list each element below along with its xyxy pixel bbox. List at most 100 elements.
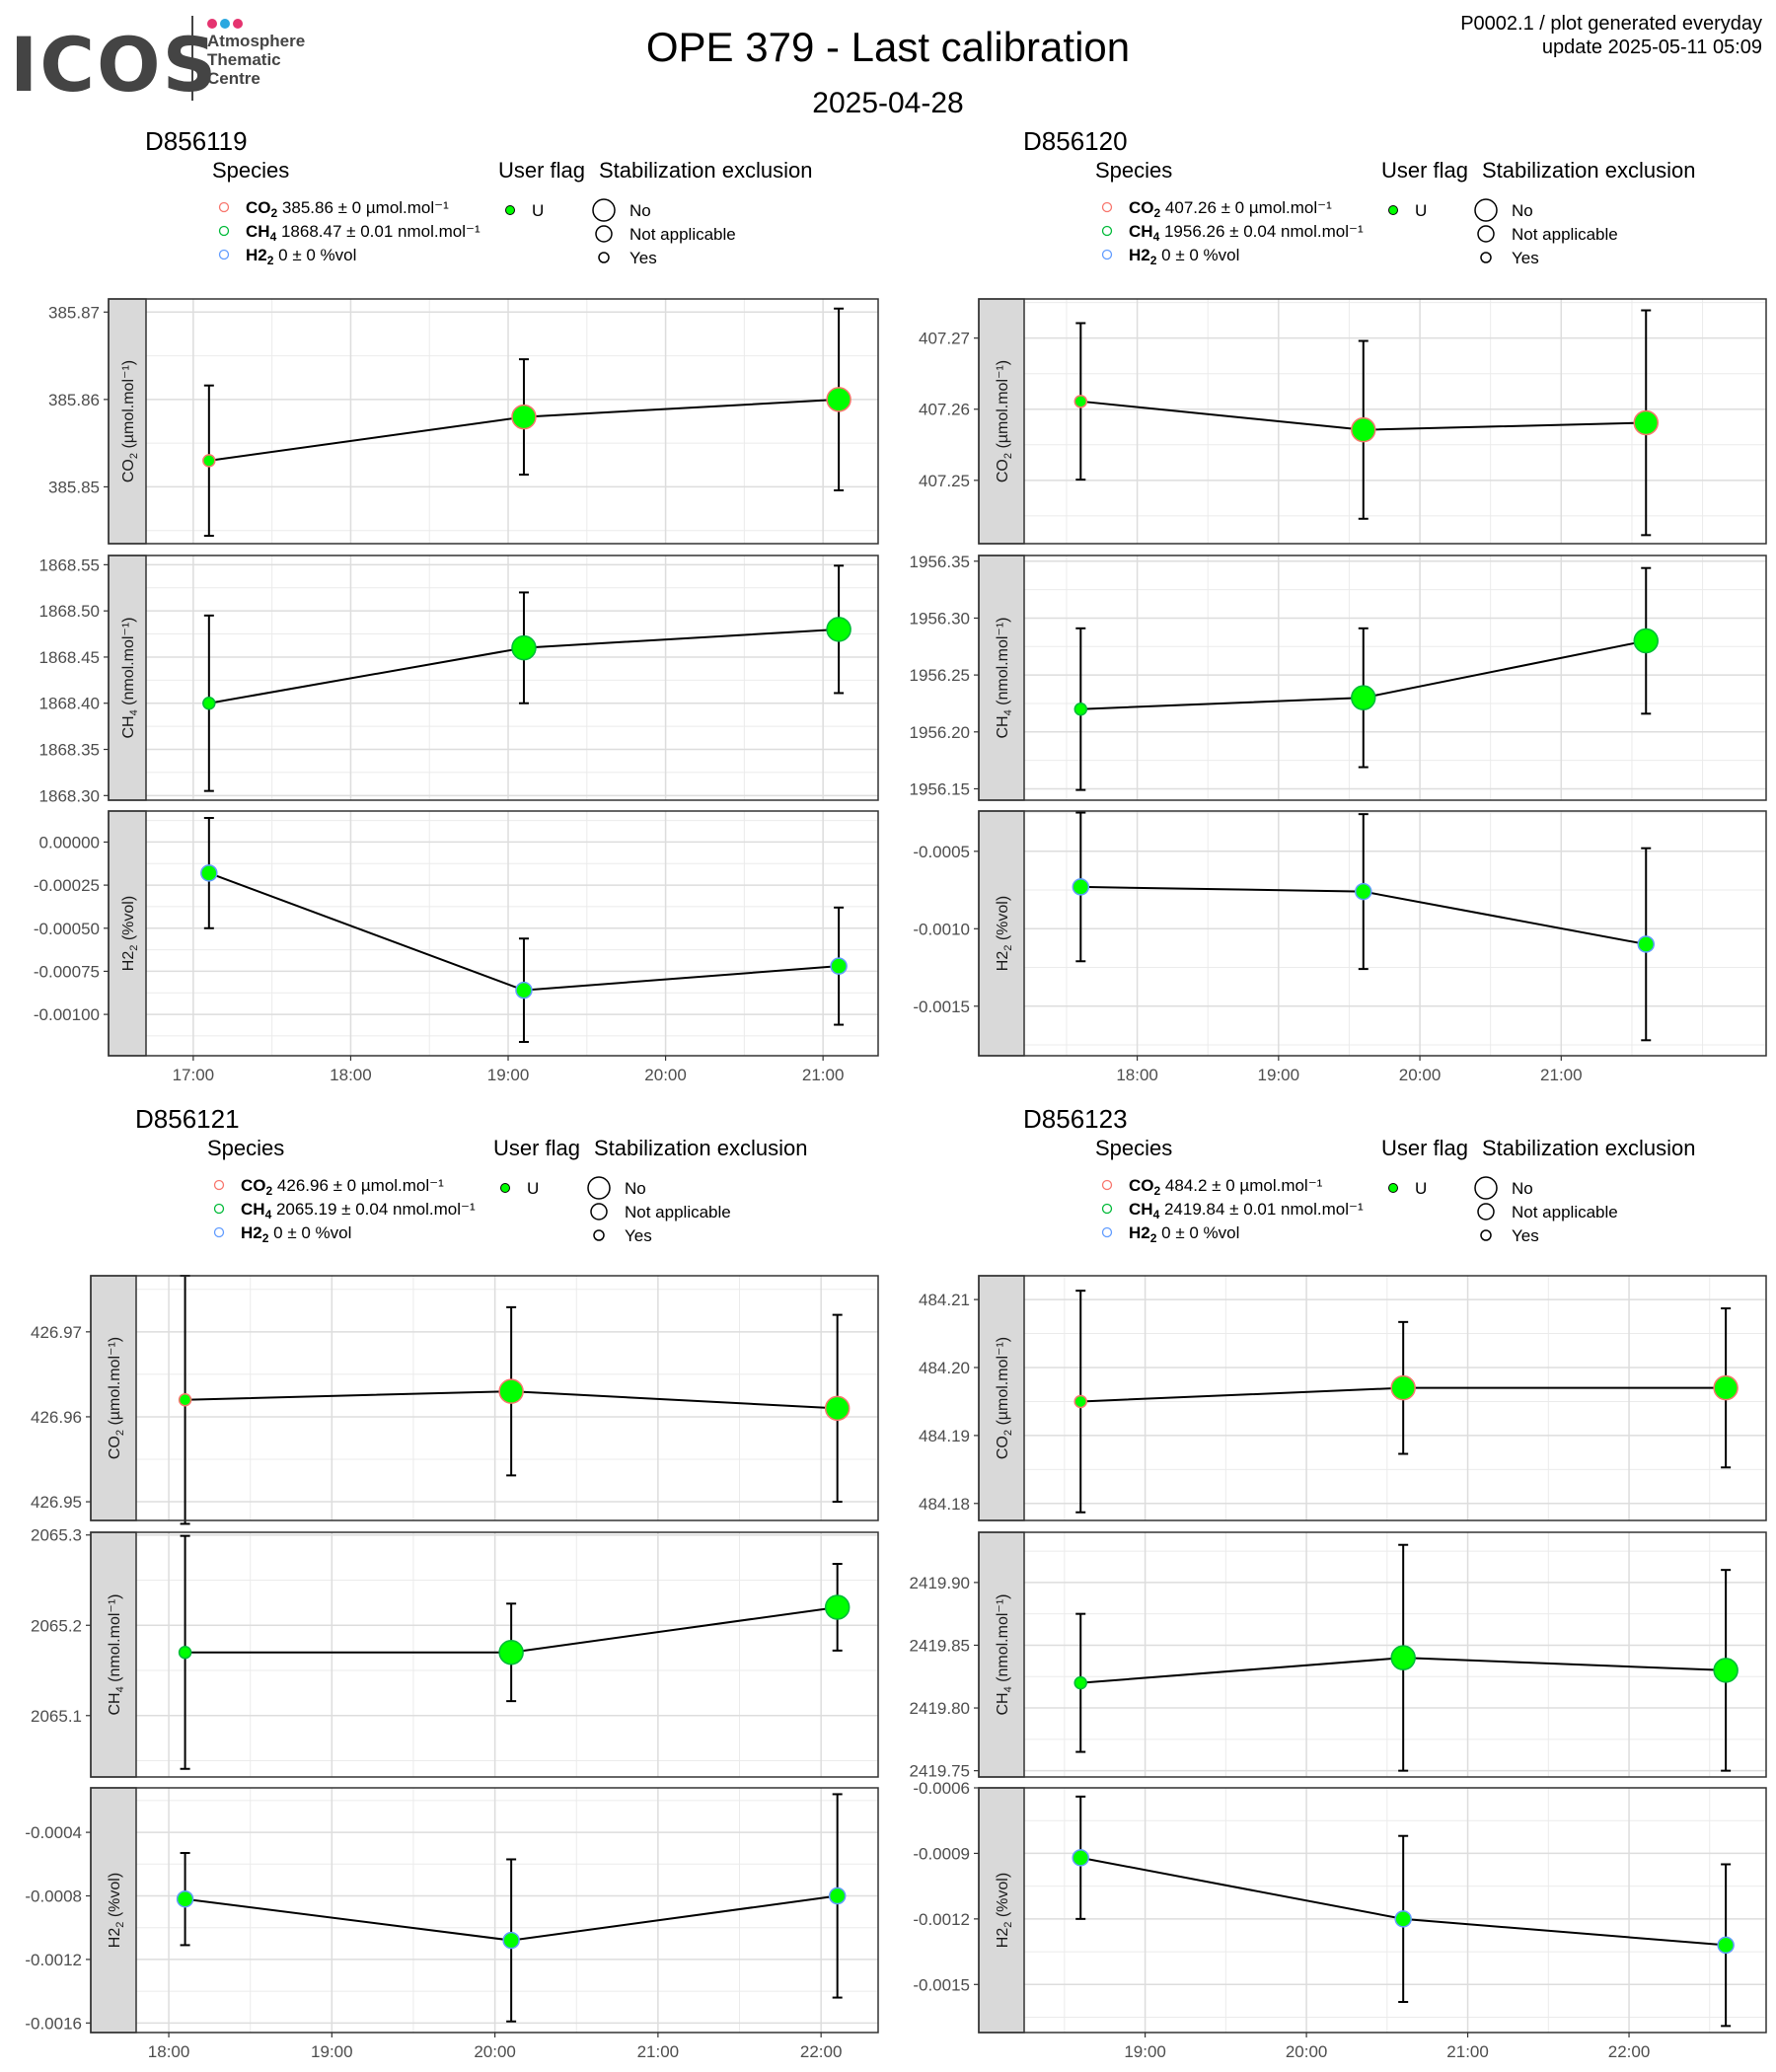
strip-label: CO2 (µmol.mol⁻¹) — [120, 360, 140, 482]
data-point — [202, 696, 216, 710]
strip-label: CH4 (nmol.mol⁻¹) — [995, 617, 1014, 738]
data-point — [1394, 1910, 1412, 1928]
panel-border — [978, 1531, 1767, 1778]
y-tick-label: -0.0005 — [913, 843, 970, 861]
legend-stab-title: Stabilization exclusion — [599, 158, 812, 183]
y-tick-label: 385.86 — [48, 391, 100, 409]
data-point — [498, 1378, 524, 1404]
legend-stab-title: Stabilization exclusion — [1482, 158, 1695, 183]
strip-label: CH4 (nmol.mol⁻¹) — [995, 1593, 1014, 1715]
data-point — [1351, 685, 1376, 710]
x-tick-label: 18:00 — [148, 2042, 190, 2061]
panel-background — [146, 555, 878, 800]
data-point — [828, 1887, 847, 1905]
legend-species-key — [1101, 1203, 1113, 1215]
legend-species-entry: H22 0 ± 0 %vol — [1129, 1223, 1239, 1245]
strip-label-background — [90, 1787, 137, 2034]
legend-stab-entry: Not applicable — [1512, 225, 1618, 244]
legend-stab-key — [598, 252, 610, 263]
legend-species-entry: CH4 2419.84 ± 0.01 nmol.mol⁻¹ — [1129, 1200, 1364, 1221]
legend-stab-key — [1477, 1203, 1495, 1221]
legend-userflag-title: User flag — [1381, 1136, 1468, 1160]
y-tick-label: 2065.2 — [31, 1616, 82, 1635]
legend-species-entry: CO2 484.2 ± 0 µmol.mol⁻¹ — [1129, 1176, 1323, 1198]
data-point — [1633, 628, 1659, 654]
panel-CH4: CH4 (nmol.mol⁻¹) 2065.1 2065.2 2065.3 — [31, 1526, 879, 1778]
data-point — [830, 957, 848, 975]
panel-CO2: CO2 (µmol.mol⁻¹) 484.18 484.19 484.20 484.21 — [919, 1275, 1767, 1521]
legend-species-entry: H22 0 ± 0 %vol — [1129, 246, 1239, 267]
y-tick-label: -0.0012 — [25, 1951, 82, 1969]
logo-dot-2 — [220, 19, 230, 29]
y-tick-label: 1868.40 — [39, 695, 100, 713]
x-tick-label: 19:00 — [487, 1066, 530, 1084]
logo-dot-3 — [233, 19, 243, 29]
y-tick-label: 2419.75 — [910, 1762, 970, 1781]
panel-H2O: H22 (%vol) -0.0005 -0.0010 -0.0015 — [913, 810, 1767, 1057]
logo-wordmark: ICOS — [10, 21, 219, 109]
panel-border — [90, 1787, 879, 2034]
legend-stab-entry: Yes — [1512, 1226, 1539, 1245]
facet-title: D856121 — [135, 1104, 240, 1134]
facet-title: D856123 — [1023, 1104, 1128, 1134]
panel-background — [136, 1788, 878, 2033]
x-tick-label: 20:00 — [1286, 2042, 1328, 2061]
strip-label-background — [978, 1531, 1025, 1778]
x-tick-label: 21:00 — [637, 2042, 680, 2061]
strip-label: CO2 (µmol.mol⁻¹) — [995, 1337, 1014, 1459]
data-point — [824, 1395, 851, 1422]
plot-info-line-2: update 2025-05-11 05:09 — [1541, 37, 1762, 58]
y-tick-label: -0.0009 — [913, 1844, 970, 1863]
legend-stab-entry: Not applicable — [625, 1203, 731, 1221]
legend-stab-key — [1474, 1176, 1498, 1200]
y-tick-label: 1956.30 — [910, 609, 970, 628]
legend-species-title: Species — [212, 158, 289, 183]
x-tick-label: 22:00 — [800, 2042, 843, 2061]
data-point — [1073, 1675, 1087, 1690]
y-tick-label: -0.00075 — [34, 962, 100, 981]
y-tick-label: 1956.35 — [910, 553, 970, 571]
legend-species-entry: H22 0 ± 0 %vol — [241, 1223, 351, 1245]
data-point — [1073, 395, 1088, 408]
panel-border — [108, 298, 879, 545]
legend-species-key — [1101, 1179, 1113, 1191]
panel-background — [1024, 555, 1766, 800]
legend-userflag-entry: U — [527, 1179, 539, 1198]
y-tick-label: 407.26 — [919, 401, 970, 419]
data-point — [1355, 882, 1372, 901]
panel-background — [146, 811, 878, 1056]
y-tick-label: 1956.15 — [910, 779, 970, 798]
legend-species-key — [218, 201, 230, 213]
strip-label: CO2 (µmol.mol⁻¹) — [995, 360, 1014, 482]
y-tick-label: 426.97 — [31, 1323, 82, 1342]
y-tick-label: -0.00025 — [34, 876, 100, 895]
legend-stab-title: Stabilization exclusion — [1482, 1136, 1695, 1160]
y-tick-label: 2065.3 — [31, 1526, 82, 1545]
legend-species-key — [213, 1226, 225, 1238]
legend-stab-entry: No — [1512, 1179, 1533, 1198]
logo-dots-icon — [207, 16, 246, 29]
y-tick-label: -0.00100 — [34, 1005, 100, 1024]
y-tick-label: 0.00000 — [39, 833, 100, 851]
legend-userflag-title: User flag — [493, 1136, 580, 1160]
y-tick-label: 1868.45 — [39, 648, 100, 667]
y-tick-label: 2419.90 — [910, 1574, 970, 1592]
data-point — [178, 1645, 192, 1660]
icos-logo: ICOS Atmosphere Thematic Centre — [10, 10, 335, 109]
strip-label-background — [108, 555, 147, 801]
panel-border — [108, 810, 879, 1057]
y-tick-label: 407.27 — [919, 330, 970, 348]
legend-stab-key — [1474, 198, 1498, 222]
data-point — [1390, 1645, 1416, 1670]
panel-background — [1024, 811, 1766, 1056]
data-point — [1073, 702, 1088, 716]
legend-stab-key — [1477, 225, 1495, 243]
legend-stab-key — [1480, 1229, 1492, 1241]
y-tick-label: 484.18 — [919, 1495, 970, 1514]
data-point — [1717, 1936, 1735, 1955]
panel-background — [1024, 1276, 1766, 1520]
panel-H2O: H22 (%vol) 0.00000 -0.00025 -0.00050 -0.0007… — [34, 810, 879, 1057]
strip-label: H22 (%vol) — [120, 896, 140, 971]
